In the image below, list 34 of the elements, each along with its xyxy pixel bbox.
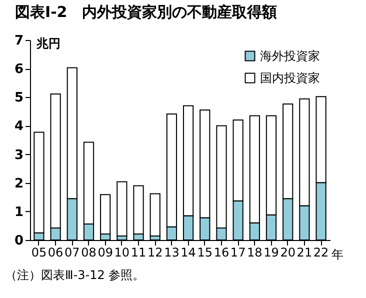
x-tick-label: 20 xyxy=(280,246,296,260)
x-tick-label: 06 xyxy=(48,246,64,260)
x-tick-label: 08 xyxy=(81,246,96,260)
x-tick-label: 05 xyxy=(31,246,47,260)
y-tick-label: 2 xyxy=(14,176,24,192)
x-tick-label: 07 xyxy=(64,246,80,260)
y-tick-label: 6 xyxy=(14,62,24,78)
y-tick-label: 3 xyxy=(14,148,24,163)
x-tick-label: 09 xyxy=(98,246,113,260)
y-tick-label: 7 xyxy=(14,34,24,48)
y-axis-title: 兆円 xyxy=(36,36,60,50)
bar xyxy=(116,181,128,236)
x-tick-label: 17 xyxy=(230,246,246,260)
y-tick-label: 4 xyxy=(14,119,24,134)
x-tick-label: 19 xyxy=(264,246,279,260)
x-tick-label: 22 xyxy=(313,246,329,260)
legend-label: 国内投資家 xyxy=(260,71,320,85)
y-tick-label: 1 xyxy=(14,204,24,220)
x-tick-label: 14 xyxy=(180,246,196,260)
x-tick-label: 12 xyxy=(147,246,163,260)
bar xyxy=(150,193,160,236)
text: （注）図表Ⅲ-3-12 参照。 xyxy=(5,268,145,282)
legend-label: 海外投資家 xyxy=(260,49,320,63)
x-tick-label: 11 xyxy=(130,246,146,260)
x-tick-label: 10 xyxy=(114,246,130,260)
x-axis-title: 年 xyxy=(332,248,344,262)
x-tick-label: 18 xyxy=(247,246,262,260)
x-tick-label: 15 xyxy=(197,246,213,260)
chart-title: 図表Ⅰ-2 内外投資家別の不動産取得額 xyxy=(15,3,278,21)
x-tick-label: 16 xyxy=(214,246,230,260)
y-tick-label: 0 xyxy=(14,234,24,248)
x-tick-label: 21 xyxy=(296,246,312,260)
y-tick-label: 5 xyxy=(14,90,24,106)
x-tick-label: 13 xyxy=(164,246,180,260)
